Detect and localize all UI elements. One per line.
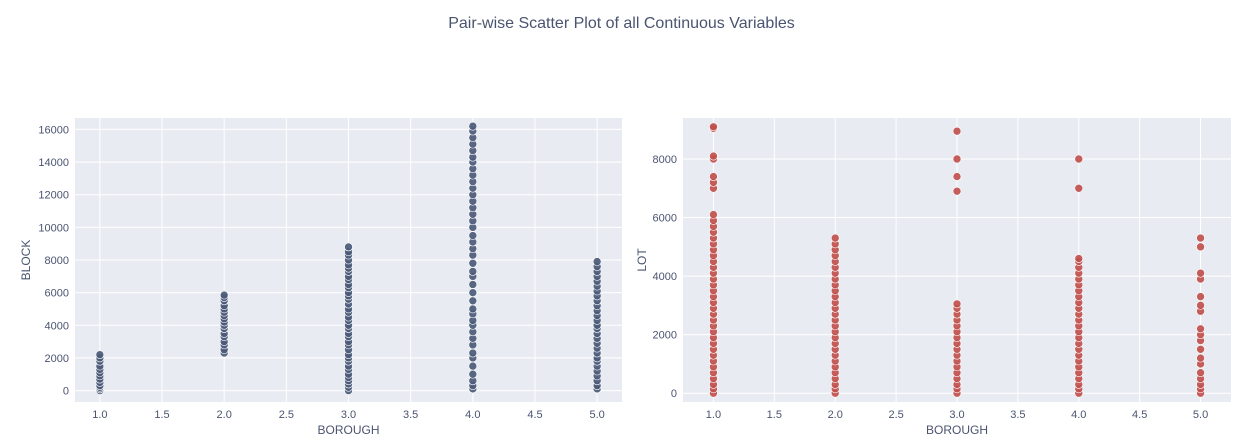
x-tick-label: 3.0 xyxy=(341,409,356,421)
x-axis-title: BOROUGH xyxy=(926,423,988,437)
scatter-point xyxy=(468,280,478,289)
y-tick-label: 2000 xyxy=(45,353,69,365)
y-tick-label: 6000 xyxy=(45,288,69,300)
scatter-point xyxy=(468,258,478,268)
scatter-point xyxy=(952,299,962,309)
scatter-point xyxy=(830,233,840,243)
x-tick-label: 4.0 xyxy=(465,409,480,421)
y-tick-label: 0 xyxy=(63,386,69,398)
y-tick-label: 0 xyxy=(671,388,677,400)
scatter-point xyxy=(952,126,962,136)
y-axis-title: LOT xyxy=(635,248,649,272)
scatter-point xyxy=(1074,154,1084,164)
x-tick-label: 4.5 xyxy=(1132,409,1147,421)
x-tick-label: 2.5 xyxy=(279,409,294,421)
scatter-point xyxy=(1196,353,1205,363)
x-tick-label: 4.0 xyxy=(1071,409,1086,421)
y-tick-label: 4000 xyxy=(45,320,69,332)
scatter-point xyxy=(1196,292,1205,301)
y-tick-label: 8000 xyxy=(653,154,677,166)
x-tick-label: 1.5 xyxy=(154,409,169,421)
scatter-point xyxy=(709,122,718,132)
y-tick-label: 12000 xyxy=(38,190,69,202)
x-tick-label: 1.0 xyxy=(706,409,721,421)
y-tick-label: 2000 xyxy=(653,330,677,342)
y-tick-label: 4000 xyxy=(653,271,677,283)
scatter-point xyxy=(952,172,962,181)
scatter-point xyxy=(468,288,478,297)
scatter-point xyxy=(468,304,478,314)
scatter-point xyxy=(1074,254,1084,263)
x-axis-title: BOROUGH xyxy=(317,423,379,437)
y-tick-label: 6000 xyxy=(653,213,677,225)
scatter-point xyxy=(952,186,962,196)
scatter-point xyxy=(1196,301,1205,310)
scatter-panel-2: 1.0 1.5 2.0 2.5 3.0 3.5 4.0 4.5 5.0 0 2000 4000 6000… xyxy=(635,118,1231,437)
figure-title: Pair-wise Scatter Plot of all Continuous… xyxy=(448,15,795,32)
scatter-point xyxy=(1196,233,1205,243)
x-tick-label: 3.5 xyxy=(403,409,418,421)
y-tick-label: 8000 xyxy=(45,255,69,267)
scatter-point xyxy=(709,151,718,161)
y-tick-label: 16000 xyxy=(38,124,69,136)
x-tick-label: 1.5 xyxy=(767,409,782,421)
scatter-point xyxy=(1196,324,1205,334)
scatter-point xyxy=(468,121,478,131)
scatter-point xyxy=(468,296,478,306)
scatter-point xyxy=(952,154,962,164)
x-tick-label: 3.5 xyxy=(1010,409,1025,421)
scatter-point xyxy=(1196,344,1205,354)
scatter-point xyxy=(468,369,478,379)
scatter-point xyxy=(709,172,718,181)
x-tick-label: 3.0 xyxy=(949,409,964,421)
scatter-point xyxy=(468,267,478,276)
y-tick-label: 10000 xyxy=(38,222,69,234)
x-tick-label: 5.0 xyxy=(589,409,604,421)
x-tick-label: 5.0 xyxy=(1193,409,1208,421)
scatter-point xyxy=(468,361,478,371)
scatter-point xyxy=(95,350,105,359)
x-tick-label: 2.0 xyxy=(217,409,232,421)
scatter-point xyxy=(1196,368,1205,378)
y-tick-label: 14000 xyxy=(38,157,69,169)
scatter-point xyxy=(592,257,602,266)
scatter-point xyxy=(1196,268,1205,278)
x-tick-label: 1.0 xyxy=(92,409,107,421)
x-tick-label: 2.5 xyxy=(888,409,903,421)
x-tick-label: 2.0 xyxy=(828,409,843,421)
scatter-point xyxy=(468,348,478,358)
scatter-point xyxy=(468,231,478,240)
scatter-point xyxy=(1074,183,1084,193)
y-axis-title: BLOCK xyxy=(19,240,33,281)
scatter-point xyxy=(344,242,353,252)
scatter-point xyxy=(709,210,718,219)
scatter-point xyxy=(219,290,229,300)
scatter-point xyxy=(1196,242,1205,252)
scatter-panel-1: 1.0 1.5 2.0 2.5 3.0 3.5 4.0 4.5 5.0 0 2000 4000 6000… xyxy=(19,118,622,437)
x-tick-label: 4.5 xyxy=(527,409,542,421)
